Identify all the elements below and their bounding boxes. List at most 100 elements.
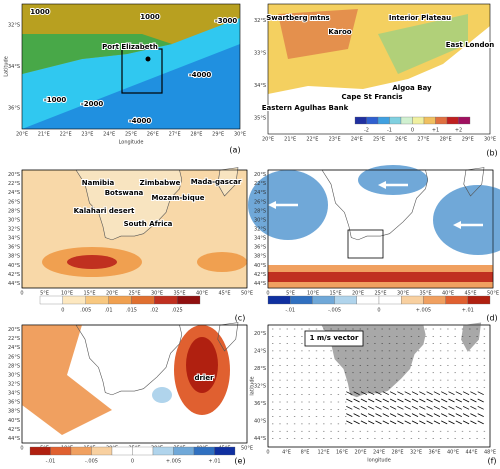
land [217,322,239,352]
lon-tick-label: 30°E [151,291,163,297]
lat-tick-label: 34°S [254,236,266,242]
annotation: -4000 [189,71,212,79]
colorbar-label: .005 [80,308,91,314]
lon-tick-label: 28°E [391,450,403,456]
wind-vector [441,405,448,410]
annotation: -2000 [81,100,104,108]
colorbar-label: .02 [150,308,158,314]
wind-vector [419,391,426,396]
wind-vector [346,420,353,425]
annotation: Interior Plateau [389,14,451,22]
legend-box [304,330,364,347]
wind-vector [477,413,484,417]
lat-tick-label: 24°S [8,345,20,351]
colorbar-swatch [354,116,367,125]
lon-tick-label: 28°E [190,132,202,138]
colorbar-swatch [377,116,390,125]
annotation: 1000 [140,13,160,21]
colorbar-swatch [29,446,51,456]
wind-vector [455,398,462,403]
wind-vector [360,413,368,417]
lat-tick-label: 34°S [8,64,20,70]
annotation: -1000 [44,96,67,104]
wind-vector [368,398,375,403]
anomaly [433,185,500,255]
annotation: Cape St Francis [341,93,402,101]
lon-tick-label: 8°E [301,450,310,456]
y-axis-label: Latitude [4,56,10,77]
lat-tick-label: 32°S [8,227,20,233]
land [75,324,183,396]
wind-vector [353,398,360,403]
annotation: Zimbabwe [140,179,181,187]
wind-vector [419,405,426,410]
annotation: East London [446,41,495,49]
annotation: South Africa [124,220,173,228]
colorbar-swatch [50,446,72,456]
wind-vector [368,420,375,425]
wind-vector [404,391,411,396]
arrow-head [268,201,276,209]
anomaly [268,272,493,282]
annotation: drier [194,374,214,382]
lon-tick-label: 29°E [462,137,474,143]
colorbar-label: +.01 [208,459,220,465]
panel: 32°S 34°S 36°S 20°E 21°E 22°E 23°E 24°E 25°E 26°E… [4,3,246,155]
annotation: Karoo [328,28,351,36]
annotation: -4000 [129,117,152,125]
wind-vector [382,405,389,410]
land-green [378,14,468,74]
colorbar-swatch [39,295,64,305]
wind-vector [346,405,353,410]
frame [267,3,491,135]
wind-vector [448,420,455,425]
colorbar-swatch [267,295,291,305]
wind-vector [448,413,455,417]
lat-tick-label: 42°S [254,272,266,278]
wind-vector [397,398,404,403]
wind-vector [368,413,375,417]
wind-vector [462,405,470,410]
wind-vector [411,420,419,425]
land [75,169,183,241]
wind-vector [346,391,353,396]
lon-tick-label: 30°E [484,137,496,143]
lon-tick-label: 45°E [464,291,476,297]
y-axis-label: latitude [250,376,256,395]
wind-vector [441,391,448,396]
lon-tick-label: 21°E [38,132,50,138]
colorbar-swatch [334,295,357,305]
wind-vector [346,398,353,403]
colorbar-label: 0 [131,459,134,465]
wind-vector [404,420,411,425]
anomaly [358,165,428,195]
colorbar-label: -.01 [285,308,295,314]
wind-vector [441,398,448,403]
lat-tick-label: 44°S [254,436,266,442]
lon-tick-label: 45°E [218,291,230,297]
lon-tick-label: 40°E [447,450,459,456]
wind-vector [470,391,477,396]
lat-tick-label: 34°S [8,391,20,397]
colorbar-swatch [111,446,133,456]
wind-vector [411,398,419,403]
colorbar-swatch [423,116,436,125]
colorbar-swatch [312,295,335,305]
wind-vector [441,420,448,425]
lat-tick-label: 26°S [8,354,20,360]
lat-tick-label: 28°S [8,208,20,214]
lat-tick-label: 22°S [254,181,266,187]
lat-tick-label: 28°S [8,363,20,369]
lat-tick-label: 42°S [8,272,20,278]
colorbar-label: -.005 [85,459,98,465]
lon-tick-label: 25°E [374,291,386,297]
colorbar-swatch [389,116,402,125]
lon-tick-label: 50°E [241,446,253,452]
wind-vector [389,398,397,403]
colorbar-swatch [445,295,468,305]
wind-vector [477,398,484,403]
wind-vector [448,405,455,410]
wind-vector [411,405,419,410]
lat-tick-label: 22°S [8,181,20,187]
colorbar-swatch [446,116,459,125]
